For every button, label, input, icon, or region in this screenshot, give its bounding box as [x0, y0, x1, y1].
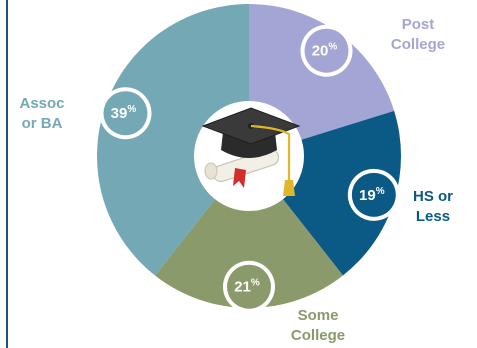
left-divider: [6, 0, 8, 348]
data-label: 19%: [359, 186, 385, 204]
pie-slice-assoc-or-ba: [97, 4, 249, 276]
value-badge-some-college: 21%: [223, 260, 275, 313]
value-badge-hs-or-less: 19%: [347, 168, 400, 221]
slice-label-line: HS or: [413, 188, 453, 205]
data-label-value: 20: [312, 43, 329, 60]
cap-tassel-cord: [250, 124, 291, 182]
pie-slice-some-college: [155, 156, 343, 308]
value-badge-fill: [103, 91, 148, 136]
slice-label-line: Post: [402, 16, 435, 33]
data-label-value: 21: [234, 279, 251, 296]
slice-label-some-college: Some College: [291, 307, 345, 344]
data-label-unit: %: [328, 42, 337, 53]
slice-label-line: Some: [298, 307, 339, 324]
slice-label-line: or BA: [22, 115, 63, 132]
data-label: 20%: [312, 42, 338, 60]
value-badge-assoc-or-ba: 39%: [99, 87, 152, 140]
center-icon-group: [194, 101, 304, 211]
diploma-ribbon: [233, 168, 246, 188]
data-label-unit: %: [376, 186, 385, 197]
slice-label-line: College: [291, 327, 345, 344]
data-label-value: 39: [111, 105, 128, 122]
slice-label-assoc-or-ba: Assoc or BA: [19, 95, 64, 132]
data-label-unit: %: [127, 104, 136, 115]
value-badge-fill: [351, 172, 396, 217]
slice-label-line: Less: [416, 208, 450, 225]
data-label-value: 19: [359, 187, 376, 204]
data-label-unit: %: [251, 278, 260, 289]
slice-label-line: Assoc: [19, 95, 64, 112]
slice-label-hs-or-less: HS or Less: [413, 188, 453, 225]
value-badge-fill: [227, 264, 271, 309]
slice-label-line: College: [391, 36, 445, 53]
value-badge-post-college: 20%: [300, 24, 353, 77]
slice-label-post-college: Post College: [391, 16, 445, 53]
diploma-end: [204, 162, 218, 180]
data-label: 21%: [234, 278, 260, 296]
cap-tassel: [283, 180, 295, 196]
value-badge-fill: [304, 28, 349, 73]
data-label: 39%: [111, 104, 137, 122]
graduation-cap-diploma-icon: [201, 107, 301, 196]
